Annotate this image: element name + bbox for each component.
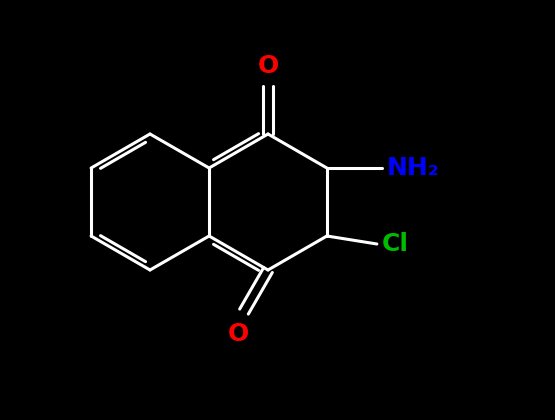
Text: Cl: Cl [382, 232, 409, 256]
Text: NH₂: NH₂ [387, 156, 440, 180]
Text: O: O [258, 54, 279, 78]
Text: O: O [228, 322, 249, 346]
